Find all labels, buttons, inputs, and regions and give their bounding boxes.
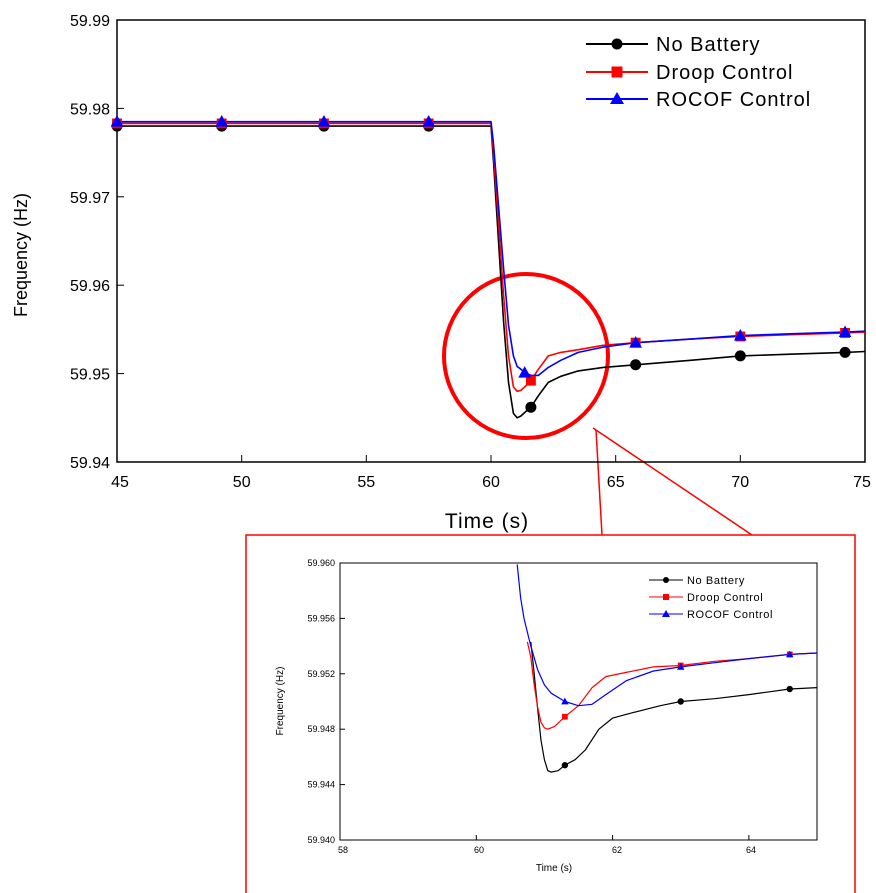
main-y-tick-label: 59.97 [70, 190, 110, 207]
main-plot-frame [116, 19, 866, 463]
main-x-tick-label: 70 [731, 474, 749, 491]
inset-data-point-no-battery [561, 762, 569, 769]
main-data-point-rocof-control [518, 366, 531, 378]
inset-legend-marker-rocof [662, 610, 670, 617]
inset-y-tick-label: 59.952 [307, 669, 335, 679]
inset-series-layer [516, 564, 817, 773]
legend-marker-droop [611, 66, 623, 78]
callout-connector-right [592, 427, 753, 536]
inset-x-tick-label: 58 [338, 845, 348, 855]
inset-x-ticks [339, 835, 750, 840]
legend-marker-rocof [610, 92, 624, 104]
inset-legend-marker-no-battery [663, 577, 669, 583]
inset-legend-label-no-battery: No Battery [687, 575, 745, 587]
main-legend: No Battery Droop Control ROCOF Control [586, 34, 811, 111]
main-y-ticks [117, 19, 124, 463]
callout-connector-left [595, 429, 603, 536]
inset-y-tick-label: 59.948 [307, 724, 335, 734]
inset-frame [245, 534, 856, 893]
inset-legend-label-rocof: ROCOF Control [687, 609, 773, 621]
zoom-region-circle [442, 272, 610, 440]
main-y-tick-label: 59.98 [70, 101, 110, 118]
main-x-tick-label: 75 [853, 474, 871, 491]
legend-label-droop: Droop Control [656, 62, 794, 84]
main-data-point-rocof-control [629, 336, 642, 348]
main-data-point-rocof-control [838, 325, 852, 338]
main-series-line-droop-control [117, 122, 865, 393]
main-series-line-no-battery [117, 125, 865, 419]
inset-data-point-rocof-control [677, 663, 685, 670]
main-data-point-rocof-control [110, 115, 124, 127]
inset-series-line-droop-control [526, 641, 817, 730]
inset-data-point-droop-control [561, 713, 568, 720]
inset-data-point-rocof-control [786, 650, 794, 658]
main-x-ticks [116, 455, 866, 462]
inset-series-line-rocof-control [516, 564, 817, 707]
zoom-callout [245, 272, 856, 893]
inset-series-line-no-battery [530, 641, 817, 773]
main-y-axis-label: Frequency (Hz) [11, 193, 31, 317]
main-data-point-rocof-control [734, 328, 747, 341]
main-y-tick-label: 59.99 [70, 13, 110, 30]
main-x-axis-label: Time (s) [445, 510, 529, 533]
main-data-point-rocof-control [422, 115, 435, 127]
main-data-point-no-battery [839, 346, 851, 358]
inset-data-point-no-battery [677, 698, 684, 705]
main-series-layer [117, 120, 865, 419]
inset-x-tick-label: 62 [612, 845, 622, 855]
main-data-point-no-battery [734, 350, 746, 362]
inset-y-ticks [340, 562, 345, 841]
main-series-line-rocof-control [117, 120, 865, 377]
main-x-tick-label: 55 [357, 474, 375, 491]
inset-plot-frame [339, 562, 818, 841]
inset-legend-label-droop: Droop Control [687, 592, 763, 604]
main-data-point-rocof-control [317, 115, 331, 127]
main-data-point-rocof-control [215, 115, 229, 127]
inset-x-tick-label: 60 [474, 845, 484, 855]
inset-y-tick-label: 59.956 [307, 613, 335, 623]
inset-x-tick-label: 64 [746, 845, 756, 855]
main-x-tick-label: 50 [233, 474, 251, 491]
main-x-tick-label: 60 [482, 474, 500, 491]
main-y-tick-label: 59.95 [70, 367, 110, 384]
legend-label-rocof: ROCOF Control [656, 89, 811, 111]
main-x-tick-label: 45 [111, 474, 129, 491]
main-x-tick-label: 65 [607, 474, 625, 491]
inset-y-axis-label: Frequency (Hz) [275, 667, 286, 736]
main-data-point-droop-control [525, 375, 536, 386]
inset-legend-marker-droop [663, 594, 669, 600]
main-marker-layer [110, 115, 852, 413]
inset-marker-layer [561, 650, 794, 769]
inset-legend: No Battery Droop Control ROCOF Control [649, 575, 773, 621]
inset-x-axis-label: Time (s) [536, 863, 572, 874]
inset-y-tick-label: 59.960 [307, 558, 335, 568]
inset-data-point-no-battery [786, 685, 793, 693]
inset-y-tick-label: 59.944 [307, 780, 335, 790]
inset-data-point-rocof-control [561, 697, 569, 705]
main-data-point-no-battery [525, 401, 537, 413]
legend-marker-no-battery [611, 38, 623, 50]
main-data-point-no-battery [630, 359, 642, 371]
main-y-tick-label: 59.96 [70, 278, 110, 295]
inset-chart: 58 60 62 64 59.940 59.944 59.948 59.952 … [275, 558, 818, 874]
inset-y-tick-label: 59.940 [307, 835, 335, 845]
main-y-tick-label: 59.94 [70, 455, 110, 472]
main-chart: 45 50 55 60 65 70 75 59.94 59.95 59.96 5… [11, 13, 871, 533]
legend-label-no-battery: No Battery [656, 34, 760, 56]
